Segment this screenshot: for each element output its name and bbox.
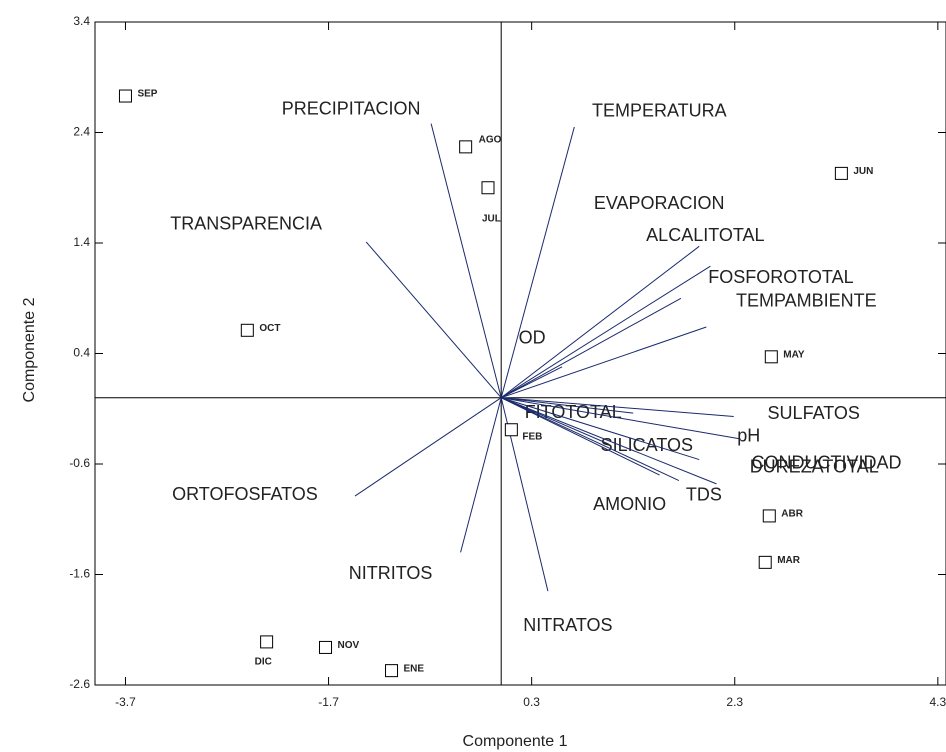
point — [240, 323, 254, 337]
loading-vector — [501, 397, 717, 485]
loading-vector — [500, 366, 563, 399]
point-label: AGO — [479, 135, 502, 146]
point-label: ENE — [404, 663, 425, 674]
loading-vector — [500, 397, 680, 482]
x-tick-label: -3.7 — [115, 695, 136, 709]
point-label: ABR — [781, 509, 803, 520]
vector-label: AMONIO — [593, 494, 666, 514]
x-tick-label: 4.3 — [930, 695, 946, 709]
loading-vector — [501, 397, 739, 440]
x-tick-label: 2.3 — [726, 695, 743, 709]
point-label: JUN — [853, 166, 873, 177]
x-tick-label: 0.3 — [523, 695, 540, 709]
point — [459, 140, 473, 154]
x-tick-label: -1.7 — [318, 695, 339, 709]
vector-label: NITRATOS — [523, 615, 612, 635]
y-tick-label: 2.4 — [73, 125, 90, 139]
point-label: SEP — [137, 89, 157, 100]
x-axis-label: Componente 1 — [463, 733, 568, 750]
vector-label: pH — [737, 425, 760, 445]
point — [758, 555, 772, 569]
y-tick-label: -1.6 — [69, 567, 90, 581]
loading-vector — [365, 241, 502, 399]
loading-vector — [501, 397, 700, 461]
point-label: OCT — [259, 323, 280, 334]
vector-label: SULFATOS — [768, 403, 860, 423]
vector-label: ALCALITOTAL — [646, 225, 764, 245]
loading-vector — [501, 397, 734, 417]
point — [764, 350, 778, 364]
vector-label: NITRITOS — [349, 563, 433, 583]
point — [385, 664, 399, 678]
loading-vector — [354, 397, 502, 497]
y-tick-label: 1.4 — [73, 235, 90, 249]
loading-vector — [430, 123, 502, 398]
loading-vector — [500, 297, 682, 399]
y-axis-label: Componente 2 — [21, 297, 38, 402]
vector-label: TEMPAMBIENTE — [736, 291, 877, 311]
point-label: JUL — [482, 213, 501, 224]
point-label: MAR — [777, 555, 801, 566]
point — [260, 635, 274, 649]
loading-vector — [501, 326, 707, 399]
vector-label: DUREZATOTAL — [750, 456, 879, 476]
point — [762, 509, 776, 523]
loading-vector — [500, 245, 700, 399]
point-label: NOV — [338, 640, 360, 651]
vector-label: TRANSPARENCIA — [170, 214, 322, 234]
loading-vector — [500, 126, 575, 398]
loading-vector — [501, 397, 634, 414]
loading-vector — [500, 397, 610, 445]
y-tick-label: 3.4 — [73, 14, 90, 28]
y-tick-label: -0.6 — [69, 456, 90, 470]
point-label: DIC — [255, 657, 272, 668]
vector-label: PRECIPITACION — [282, 98, 421, 118]
vector-label: EVAPORACION — [594, 193, 725, 213]
vector-label: OD — [519, 328, 546, 348]
plot-frame — [94, 21, 946, 686]
vector-label: TDS — [686, 484, 722, 504]
point-label: FEB — [522, 431, 542, 442]
loading-vector — [500, 397, 660, 476]
loading-vector — [500, 265, 711, 399]
vector-label: CONDUCTIVIDAD — [751, 453, 901, 473]
point — [319, 640, 333, 654]
y-tick-label: -2.6 — [69, 677, 90, 691]
vector-label: FOSFOROTOTAL — [708, 267, 853, 287]
vector-label: SILICATOS — [601, 435, 693, 455]
point — [481, 181, 495, 195]
loading-vector — [460, 397, 502, 553]
point — [504, 423, 518, 437]
vector-label: ORTOFOSFATOS — [172, 484, 318, 504]
point — [118, 89, 132, 103]
point-label: MAY — [783, 349, 805, 360]
y-tick-label: 0.4 — [73, 346, 90, 360]
vector-label: TEMPERATURA — [592, 101, 727, 121]
point — [834, 166, 848, 180]
vector-label: FITOTOTAL — [525, 402, 622, 422]
